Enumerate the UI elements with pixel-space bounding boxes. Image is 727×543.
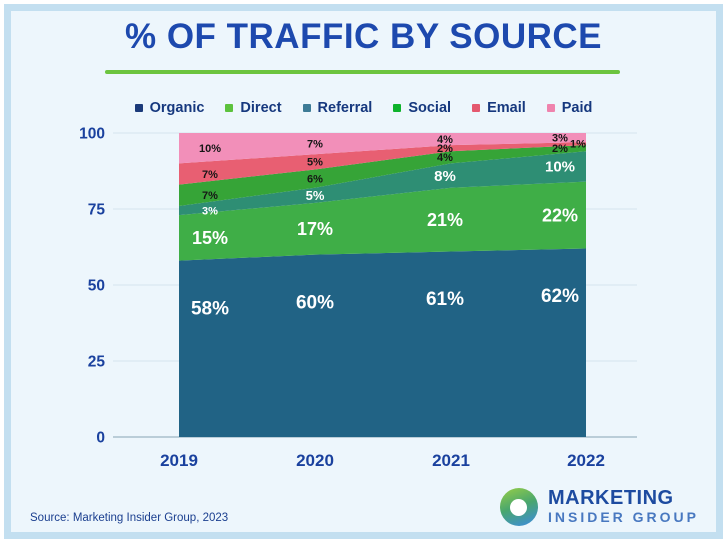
- data-label-social-2019: 7%: [202, 190, 218, 202]
- data-label-organic-2022: 62%: [541, 286, 579, 307]
- legend-marker-direct-icon: [225, 104, 234, 112]
- logo-line-insider-group: INSIDER GROUP: [547, 509, 699, 526]
- legend-label: Social: [408, 100, 452, 116]
- data-label-paid-2022: 3%: [552, 132, 568, 144]
- x-tick-label-2019: 2019: [160, 451, 198, 470]
- legend-item-email: Email: [472, 100, 526, 116]
- legend-label: Organic: [149, 100, 205, 116]
- data-label-paid-2019: 10%: [199, 143, 221, 155]
- data-label-paid-2020: 7%: [307, 138, 323, 150]
- area-band-paid: [179, 133, 586, 164]
- logo-ring-hole: [510, 498, 528, 516]
- legend-label: Referral: [317, 100, 373, 116]
- logo-ring-icon: [499, 488, 538, 526]
- data-label-direct-2020: 17%: [297, 219, 333, 239]
- logo-text: MARKETING INSIDER GROUP: [547, 487, 699, 526]
- data-label-referral-2020: 5%: [306, 188, 325, 203]
- x-tick-label-2021: 2021: [432, 451, 470, 470]
- data-label-direct-2022: 22%: [542, 205, 578, 225]
- legend-item-referral: Referral: [302, 100, 373, 116]
- y-tick-label-100: 100: [79, 126, 105, 143]
- y-tick-label-50: 50: [88, 278, 105, 295]
- legend-item-direct: Direct: [225, 100, 282, 116]
- area-band-email: [179, 142, 586, 185]
- data-label-direct-2019: 15%: [192, 228, 228, 248]
- legend-item-organic: Organic: [134, 100, 205, 116]
- data-label-referral-2021: 8%: [434, 168, 456, 185]
- data-label-organic-2021: 61%: [426, 289, 464, 310]
- legend-marker-social-icon: [393, 104, 402, 112]
- legend-label: Email: [487, 100, 526, 116]
- legend: Organic Direct Referral Social Email Paid: [0, 100, 727, 116]
- data-label-organic-2019: 58%: [191, 298, 229, 319]
- legend-item-paid: Paid: [546, 100, 593, 116]
- area-band-direct: [179, 181, 586, 261]
- legend-marker-organic-icon: [134, 104, 143, 112]
- legend-marker-paid-icon: [546, 104, 555, 112]
- data-label-social-2020: 6%: [307, 173, 323, 185]
- legend-label: Paid: [561, 100, 593, 116]
- data-label-email-2022: 1%: [570, 138, 586, 150]
- page-title: % OF TRAFFIC BY SOURCE: [124, 17, 603, 56]
- x-tick-label-2020: 2020: [296, 451, 334, 470]
- data-label-direct-2021: 21%: [427, 210, 463, 230]
- legend-marker-email-icon: [472, 104, 481, 112]
- data-label-social-2021: 4%: [437, 152, 453, 164]
- y-tick-label-25: 25: [88, 354, 106, 371]
- logo-line-marketing: MARKETING: [547, 487, 674, 510]
- logo: MARKETING INSIDER GROUP: [499, 487, 699, 526]
- legend-label: Direct: [240, 100, 282, 116]
- legend-marker-referral-icon: [302, 104, 311, 112]
- source-note: Source: Marketing Insider Group, 2023: [30, 512, 229, 524]
- y-tick-label-0: 0: [96, 430, 105, 447]
- data-label-email-2021: 2%: [437, 143, 453, 155]
- y-tick-label-75: 75: [88, 202, 106, 219]
- data-label-organic-2020: 60%: [296, 292, 334, 313]
- data-label-email-2020: 5%: [307, 157, 323, 169]
- x-tick-label-2022: 2022: [567, 451, 605, 470]
- title-underline: [105, 70, 620, 74]
- area-band-organic: [179, 248, 586, 437]
- area-band-referral: [179, 151, 586, 216]
- area-band-social: [179, 145, 586, 206]
- legend-item-social: Social: [393, 100, 451, 116]
- data-label-paid-2021: 4%: [437, 134, 453, 146]
- data-label-social-2022: 2%: [552, 143, 568, 155]
- data-label-referral-2019: 3%: [202, 205, 218, 217]
- data-label-email-2019: 7%: [202, 169, 218, 181]
- data-label-referral-2022: 10%: [545, 159, 575, 176]
